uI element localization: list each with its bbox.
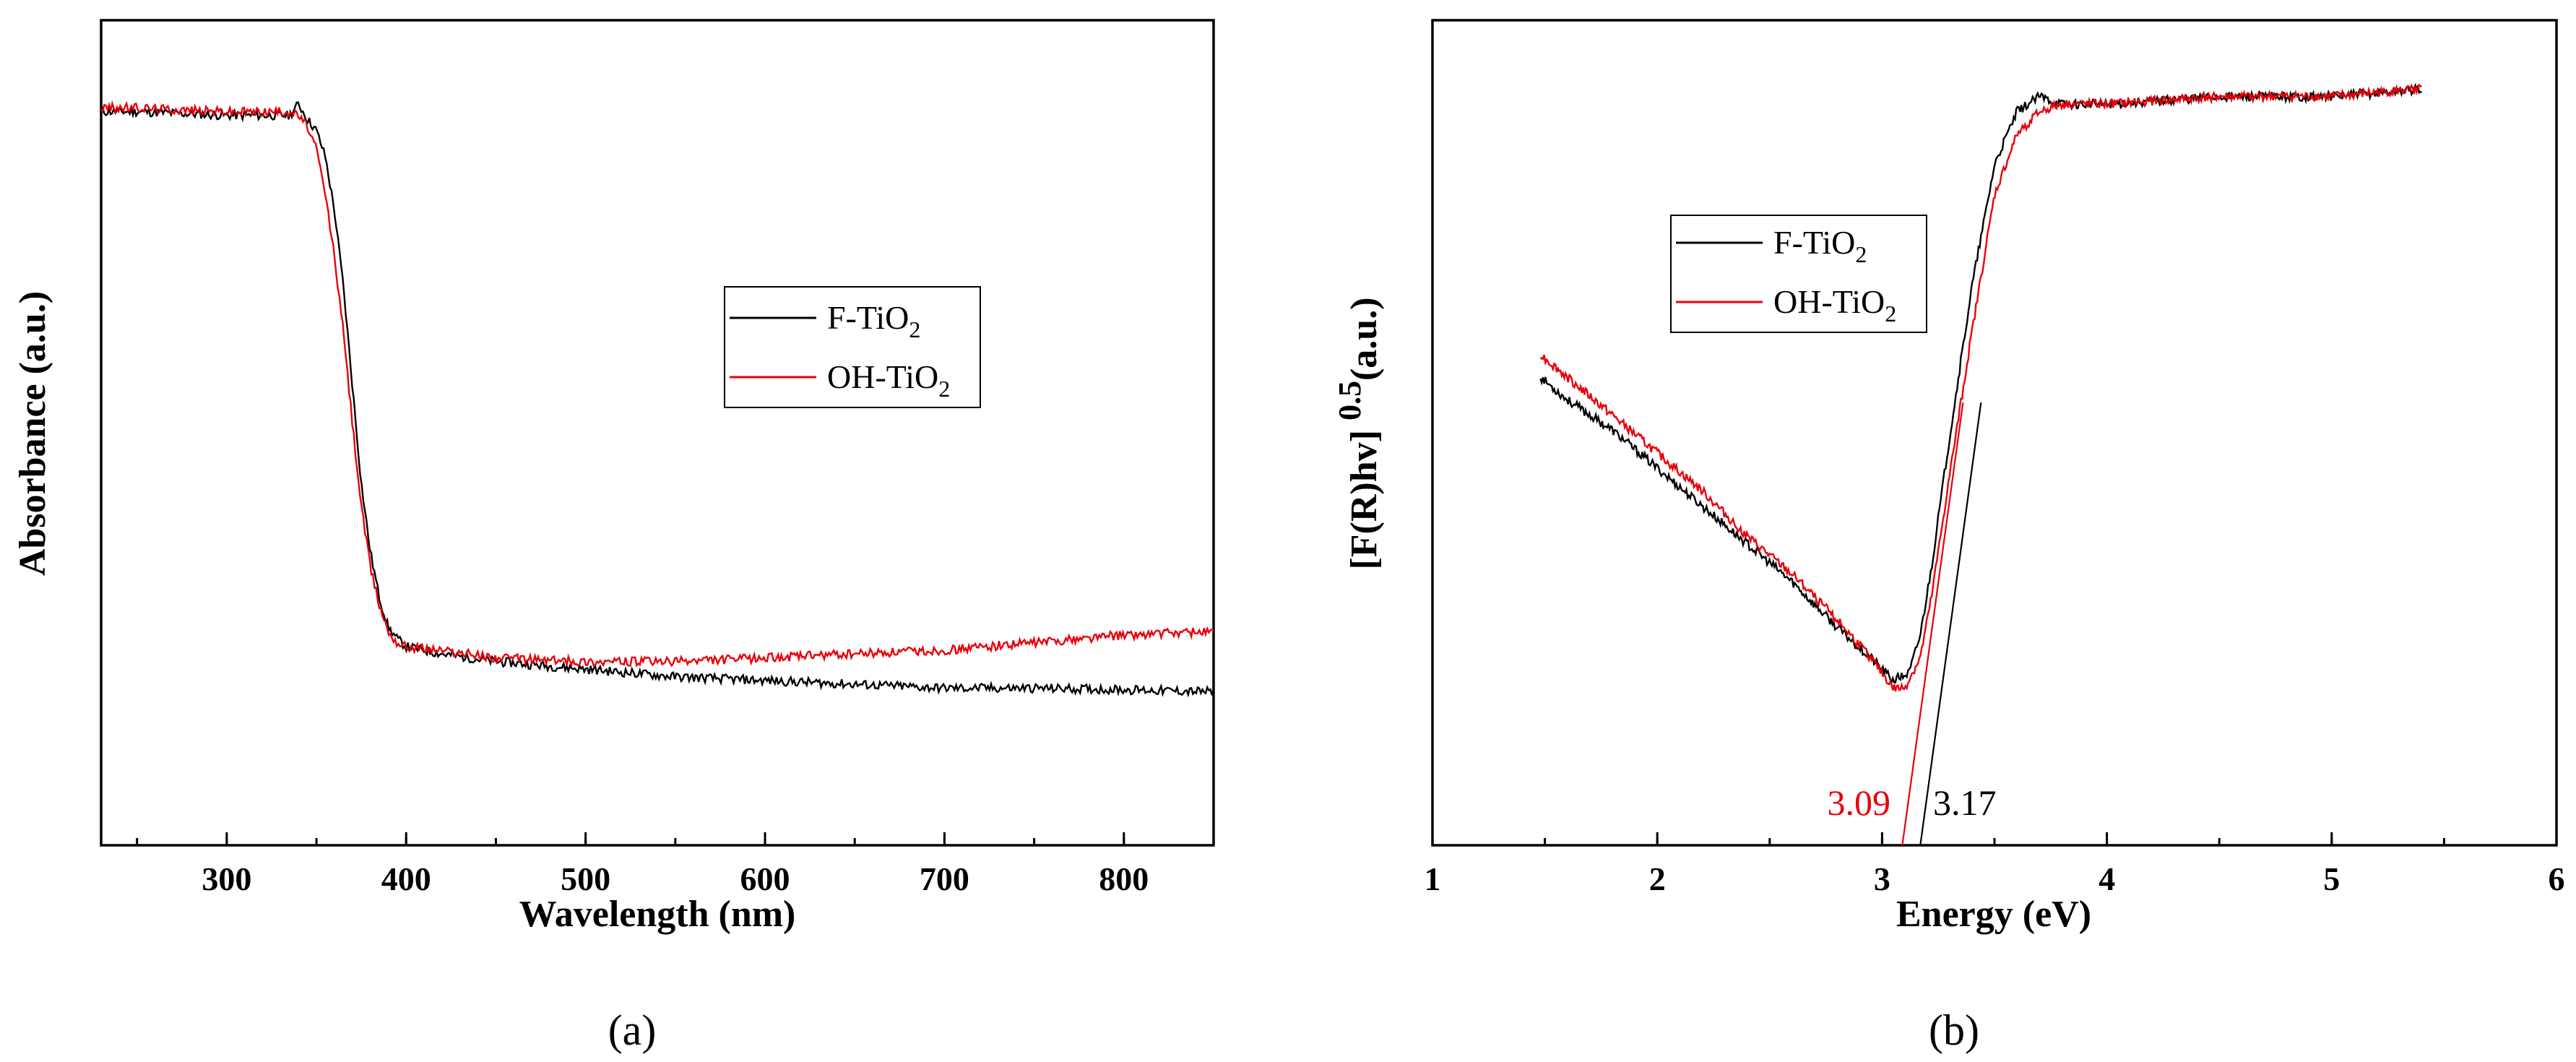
x-axis-title-b: Energy (eV) <box>1896 894 2091 935</box>
curves-a <box>100 100 1215 698</box>
legend-b: F-TiO2 OH-TiO2 <box>1670 215 1927 333</box>
y-axis-title-b-part3: (a.u.) <box>1344 297 1385 381</box>
x-tick-label-b-3: 3 <box>1874 860 1890 897</box>
x-tick-label-a-700: 700 <box>920 860 969 897</box>
x-ticks-b: 1 2 3 4 5 6 <box>1425 832 2565 897</box>
x-tick-label-a-600: 600 <box>740 860 790 897</box>
legend-a: F-TiO2 OH-TiO2 <box>724 286 981 408</box>
series-line-b-oh-tio2 <box>1539 83 2422 692</box>
legend-label-oh-a: OH-TiO2 <box>827 358 950 402</box>
series-line-a-f-tio2 <box>100 101 1215 698</box>
legend-box-b <box>1670 215 1927 333</box>
y-axis-title-b: [F(R)hv] 0.5(a.u.) <box>1332 297 1385 569</box>
x-tick-label-a-500: 500 <box>561 860 610 897</box>
y-axis-title-b-part1: [F(R)hv] <box>1344 420 1385 570</box>
legend-label-f-a-base: F-TiO <box>827 299 909 336</box>
x-tick-label-a-800: 800 <box>1099 860 1149 897</box>
tangent-lines-b <box>1901 402 1982 846</box>
legend-label-oh-a-base: OH-TiO <box>827 358 938 395</box>
x-tick-label-b-4: 4 <box>2099 860 2115 897</box>
series-line-a-oh-tio2 <box>100 100 1214 668</box>
tangent-3.17 <box>1919 402 1982 846</box>
x-tick-label-a-400: 400 <box>381 860 431 897</box>
tangent-3.09 <box>1901 402 1964 846</box>
panel-label-a: (a) <box>608 1006 657 1054</box>
curves-b <box>1539 82 2422 692</box>
legend-label-oh-b-sub: 2 <box>1885 301 1896 327</box>
legend-box-a <box>724 286 981 408</box>
legend-label-f-b-sub: 2 <box>1855 241 1867 267</box>
legend-label-f-a: F-TiO2 <box>827 299 920 342</box>
bandgap-label-oh: 3.09 <box>1828 782 1891 823</box>
plot-frame-a <box>100 19 1215 847</box>
y-axis-title-b-sup: 0.5 <box>1332 381 1367 420</box>
bandgap-label-f: 3.17 <box>1933 782 1997 823</box>
x-tick-label-b-5: 5 <box>2323 860 2340 897</box>
panel-label-b: (b) <box>1929 1006 1979 1054</box>
x-ticks-a: 300 400 500 600 700 800 <box>136 832 1215 897</box>
series-line-b-f-tio2 <box>1539 82 2422 685</box>
panel-a: 300 400 500 600 700 800 F-TiO2 OH-TiO2 Wavele… <box>12 19 1215 1054</box>
legend-label-f-b-base: F-TiO <box>1773 224 1855 261</box>
x-axis-title-a: Wavelength (nm) <box>519 894 796 935</box>
x-tick-label-b-1: 1 <box>1425 860 1441 897</box>
x-tick-label-a-300: 300 <box>202 860 251 897</box>
legend-label-oh-b-base: OH-TiO <box>1773 283 1885 320</box>
plot-frame-b <box>1431 19 2558 847</box>
legend-label-oh-b: OH-TiO2 <box>1773 283 1896 327</box>
legend-label-oh-a-sub: 2 <box>938 376 950 402</box>
legend-label-f-b: F-TiO2 <box>1773 224 1867 267</box>
x-tick-label-b-2: 2 <box>1649 860 1666 897</box>
x-tick-label-b-6: 6 <box>2549 860 2565 897</box>
y-axis-title-a: Absorbance (a.u.) <box>12 291 53 576</box>
legend-label-f-a-sub: 2 <box>909 316 920 342</box>
